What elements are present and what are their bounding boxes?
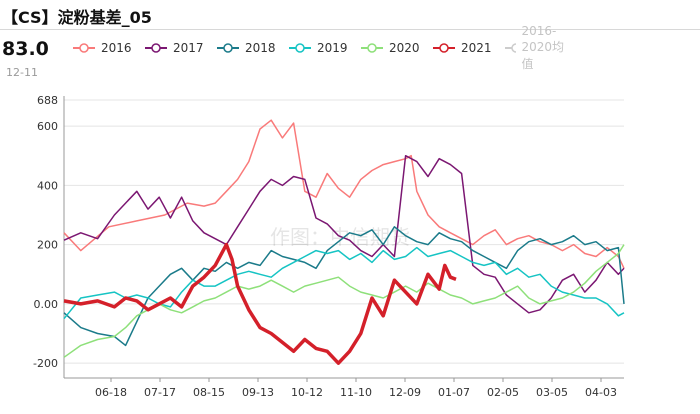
x-tick-label: 03-05 (536, 386, 568, 399)
legend-label: 2017 (173, 41, 204, 55)
legend-item[interactable]: 2017 (144, 39, 204, 57)
legend-label: 2016 (101, 41, 132, 55)
legend-label: 2016-2020均值 (521, 24, 564, 71)
legend-line-circle-icon (145, 43, 167, 53)
y-tick-label: 600 (37, 120, 58, 133)
legend-line-circle-icon (289, 43, 311, 53)
legend-label: 2019 (317, 41, 348, 55)
y-tick-label: 200 (37, 239, 58, 252)
x-tick-label: 11-10 (340, 386, 372, 399)
legend-line-circle-icon (361, 43, 383, 53)
page-title: 【CS】淀粉基差_05 (2, 8, 152, 27)
x-tick-label: 09-13 (242, 386, 274, 399)
y-tick-label: 0.00 (34, 298, 59, 311)
y-tick-label: 688 (37, 94, 58, 107)
x-tick-label: 10-12 (291, 386, 323, 399)
y-tick-label: 400 (37, 179, 58, 192)
series-line-2020 (63, 244, 625, 358)
legend-line-circle-icon (73, 43, 95, 53)
legend-line-circle-icon (217, 43, 239, 53)
title-divider (0, 29, 700, 30)
latest-date: 12-11 (6, 66, 38, 79)
series-line-2017 (63, 154, 625, 314)
x-tick-label: 06-18 (95, 386, 127, 399)
y-tick-label: -200 (33, 357, 58, 370)
legend-label: 2021 (461, 41, 492, 55)
legend-item[interactable]: 2019 (288, 39, 348, 57)
latest-value: 83.0 (2, 38, 49, 60)
legend-label: 2020 (389, 41, 420, 55)
legend-label: 2018 (245, 41, 276, 55)
series-line-2016 (63, 119, 625, 269)
x-tick-label: 07-17 (144, 386, 176, 399)
x-tick-label: 02-05 (487, 386, 519, 399)
x-tick-label: 01-07 (438, 386, 470, 399)
legend-item[interactable]: 2021 (432, 39, 492, 57)
legend-item[interactable]: 2020 (360, 39, 420, 57)
x-tick-label: 08-15 (193, 386, 225, 399)
x-tick-label: 12-09 (389, 386, 421, 399)
legend-line-circle-icon (505, 43, 517, 53)
series-line-2019 (63, 246, 625, 320)
series-line-2021 (63, 242, 457, 365)
series-line-2018 (63, 226, 625, 347)
legend-item[interactable]: 2016-2020均值 (504, 24, 568, 71)
legend-item[interactable]: 2016 (72, 39, 132, 57)
x-tick-label: 04-03 (585, 386, 617, 399)
legend-line-circle-icon (433, 43, 455, 53)
legend-item[interactable]: 2018 (216, 39, 276, 57)
